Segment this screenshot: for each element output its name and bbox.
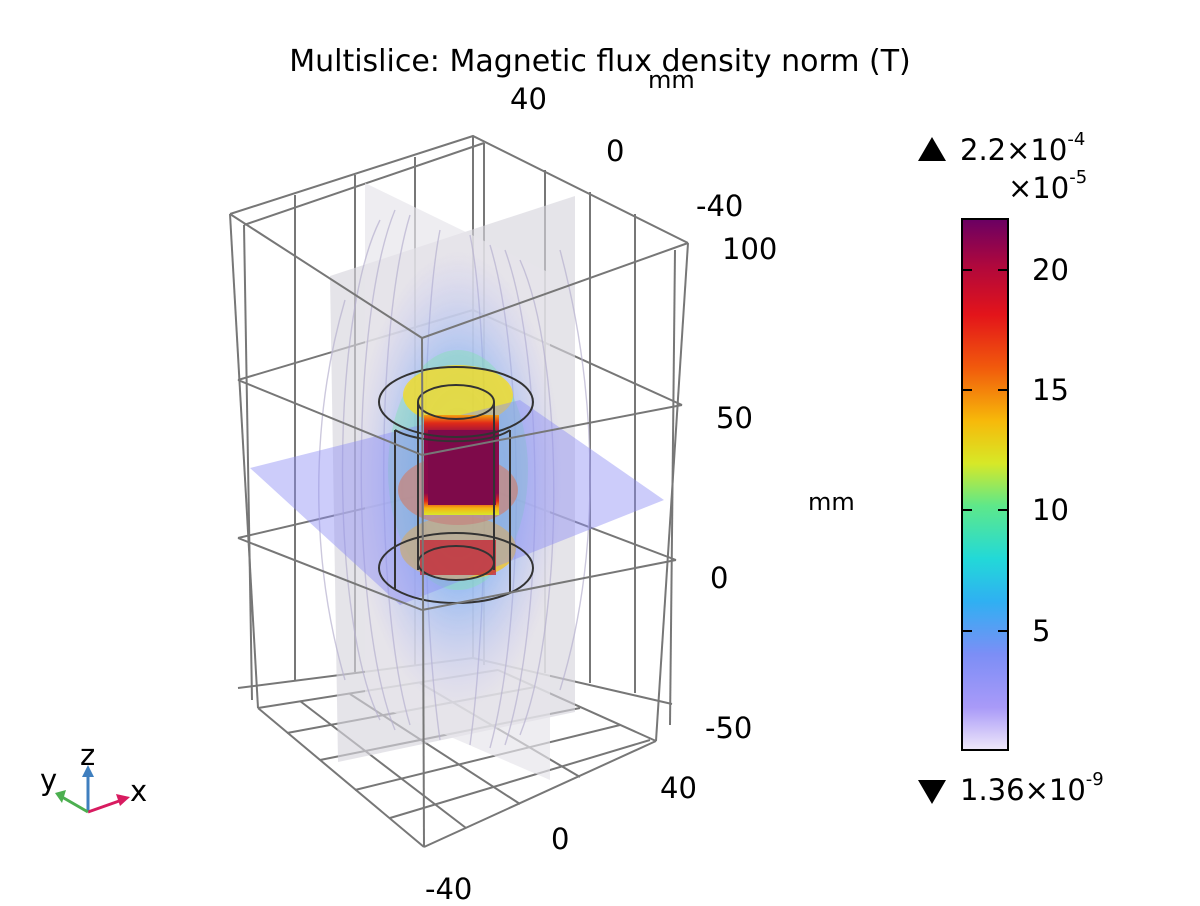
y-tick-label: -40 — [696, 189, 744, 223]
box-front-edges — [229, 213, 689, 848]
colorbar-tick-label: 10 — [1032, 493, 1069, 527]
z-tick-label: 50 — [716, 401, 753, 435]
colorbar-min-label: 1.36×10-9 — [960, 769, 1104, 807]
colorbar-ticks — [962, 269, 1008, 632]
triad-y-label: y — [40, 763, 58, 797]
x-tick-label: 40 — [660, 771, 697, 805]
x-tick-label: -40 — [425, 872, 473, 906]
triad-x-label: x — [130, 774, 148, 808]
colorbar-tick-label: 20 — [1032, 253, 1069, 287]
z-axis-unit: mm — [808, 488, 855, 516]
z-tick-label: -50 — [705, 711, 753, 745]
colorbar-min-marker-icon — [918, 780, 946, 804]
y-axis-unit: mm — [648, 66, 695, 94]
chart-title: Multislice: Magnetic flux density norm (… — [289, 44, 911, 79]
y-tick-label: 0 — [606, 134, 625, 168]
colorbar — [961, 218, 1009, 751]
z-tick-label: 0 — [710, 561, 729, 595]
colorbar-tick-label: 15 — [1032, 373, 1069, 407]
colorbar-tick-label: 5 — [1032, 614, 1051, 648]
colorbar-max-label: 2.2×10-4 — [960, 129, 1086, 167]
colorbar-max-marker-icon — [918, 137, 946, 161]
x-tick-label: 0 — [551, 822, 570, 856]
y-tick-label: 40 — [510, 82, 547, 116]
z-tick-label: 100 — [722, 232, 778, 266]
axis-triad — [55, 765, 130, 814]
colorbar-scale-label: ×10-5 — [1008, 167, 1088, 205]
triad-z-label: z — [80, 738, 96, 772]
coil — [378, 366, 534, 604]
